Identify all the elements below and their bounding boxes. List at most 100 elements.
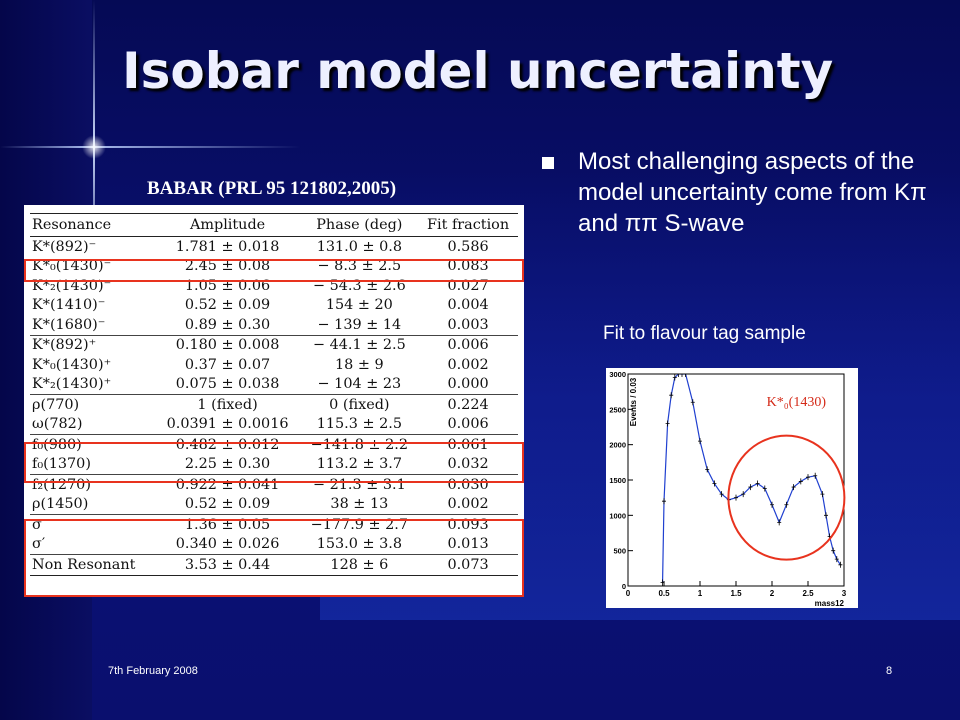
data-point — [662, 498, 666, 505]
y-tick-label: 2500 — [609, 405, 626, 414]
table-row: K*₂(1430)⁺ 0.075 ± 0.038 − 104 ± 23 0.000 — [30, 375, 518, 395]
data-point — [712, 480, 717, 487]
plot-annotation: K*₀(1430) — [767, 395, 827, 410]
table-cell: K*(1410)⁻ — [32, 297, 106, 314]
table-cell: −141.8 ± 2.2 — [300, 434, 419, 455]
data-point — [762, 485, 767, 492]
table-row: K*(1680)⁻ 0.89 ± 0.30 − 139 ± 14 0.003 — [30, 315, 518, 335]
column-header: Phase (deg) — [300, 213, 419, 237]
table-cell: 0.52 ± 0.09 — [184, 297, 271, 314]
table-cell: 0.180 ± 0.008 — [154, 334, 301, 355]
table-cell: 0.083 — [447, 258, 489, 275]
table-cell: Non Resonant — [30, 554, 155, 576]
table-cell: 115.3 ± 2.5 — [316, 416, 402, 433]
table-cell: f₀(1370) — [32, 456, 91, 473]
table-cell: 0.922 ± 0.041 — [154, 474, 301, 495]
footer-date: 7th February 2008 — [108, 665, 198, 677]
table-cell: 0.0391 ± 0.0016 — [166, 416, 289, 433]
data-point — [683, 374, 688, 377]
highlight-circle — [727, 434, 846, 561]
resonance-table-image: Resonance Amplitude Phase (deg) Fit frac… — [24, 205, 524, 597]
table-row: σ′ 0.340 ± 0.026 153.0 ± 3.8 0.013 — [30, 535, 518, 555]
table-row: ρ(1450) 0.52 ± 0.09 38 ± 13 0.002 — [30, 495, 518, 515]
data-point — [820, 491, 825, 498]
fit-curve — [661, 374, 841, 583]
mass-spectrum-plot: 0 0.5 1 1.5 2 2.5 3 0 500 1000 1500 2000 2500 3000 Eve… — [606, 368, 858, 608]
table-cell: K*₀(1430)⁻ — [32, 258, 112, 275]
table-cell: 113.2 ± 3.7 — [316, 456, 402, 473]
table-row: ρ(770) 1 (fixed) 0 (fixed) 0.224 — [30, 394, 518, 415]
data-point — [791, 484, 796, 491]
table-cell: 0.002 — [447, 356, 489, 373]
data-point — [784, 501, 789, 508]
data-point — [669, 392, 674, 399]
data-point — [777, 519, 782, 526]
plot-svg: 0 0.5 1 1.5 2 2.5 3 0 500 1000 1500 2000 2500 3000Eve… — [609, 370, 847, 608]
y-tick-label: 1000 — [609, 511, 626, 520]
page-number: 8 — [886, 665, 893, 677]
x-axis-label: mass12 — [815, 599, 845, 608]
table-cell: 0.013 — [447, 536, 489, 553]
data-point — [665, 420, 670, 427]
table-row: K*₀(1430)⁺ 0.37 ± 0.07 18 ± 9 0.002 — [30, 355, 518, 375]
table-cell: K*₀(1430)⁺ — [32, 356, 112, 373]
data-point — [719, 491, 724, 498]
table-cell: σ′ — [32, 536, 46, 553]
table-cell: 0.006 — [418, 334, 518, 355]
y-tick-label: 2000 — [609, 441, 626, 450]
table-cell: 0.52 ± 0.09 — [184, 496, 271, 513]
table-cell: − 8.3 ± 2.5 — [317, 258, 402, 275]
table-cell: 1 (fixed) — [154, 394, 301, 415]
y-axis-label: Events / 0.03 — [629, 377, 638, 426]
table-cell: 18 ± 9 — [335, 356, 384, 373]
table-cell: 128 ± 6 — [300, 554, 419, 576]
data-point — [798, 478, 803, 485]
bullet-item: Most challenging aspects of the model un… — [542, 146, 950, 239]
resonance-table: Resonance Amplitude Phase (deg) Fit frac… — [30, 213, 518, 576]
x-tick-label: 0 — [626, 589, 631, 598]
table-cell: 2.25 ± 0.30 — [184, 456, 271, 473]
table-cell: 0.002 — [447, 496, 489, 513]
x-tick-label: 0.5 — [658, 589, 670, 598]
slide-title: Isobar model uncertainty — [122, 42, 834, 100]
table-cell: 0.482 ± 0.012 — [154, 434, 301, 455]
table-cell: 0.032 — [447, 456, 489, 473]
data-point — [748, 484, 753, 491]
table-row: f₂(1270) 0.922 ± 0.041− 21.3 ± 3.1 0.030 — [30, 474, 518, 495]
table-row: K*(1410)⁻ 0.52 ± 0.09 154 ± 20 0.004 — [30, 296, 518, 316]
table-cell: 0 (fixed) — [300, 394, 419, 415]
x-tick-label: 1.5 — [730, 589, 742, 598]
table-cell: K*(1680)⁻ — [32, 316, 106, 333]
data-point — [755, 480, 760, 487]
data-point — [770, 501, 774, 508]
data-point — [672, 374, 677, 381]
data-point — [831, 547, 836, 554]
table-cell: K*₂(1430)⁺ — [32, 376, 112, 393]
highlight-box-f0 — [24, 442, 524, 483]
table-cell: f₂(1270) — [30, 474, 155, 495]
x-tick-label: 3 — [842, 589, 847, 598]
table-cell: 0.061 — [418, 434, 518, 455]
highlight-box-sigma-nonresonant — [24, 519, 524, 597]
table-cell: ρ(770) — [30, 394, 155, 415]
bullet-square-icon — [542, 157, 554, 169]
data-point — [734, 494, 738, 501]
table-cell: 0.37 ± 0.07 — [184, 356, 271, 373]
y-tick-label: 0 — [622, 582, 626, 591]
table-cell: 0.586 — [447, 238, 489, 255]
table-row: f₀(980) 0.482 ± 0.012 −141.8 ± 2.2 0.061 — [30, 434, 518, 455]
table-row: ω(782) 0.0391 ± 0.0016 115.3 ± 2.5 0.006 — [30, 415, 518, 435]
data-point — [838, 561, 843, 568]
table-row: f₀(1370) 2.25 ± 0.30 113.2 ± 3.7 0.032 — [30, 455, 518, 475]
table-cell: − 21.3 ± 3.1 — [300, 474, 419, 495]
table-cell: 131.0 ± 0.8 — [316, 238, 402, 255]
x-tick-label: 1 — [698, 589, 703, 598]
data-point — [690, 399, 695, 406]
table-cell: 153.0 ± 3.8 — [316, 536, 402, 553]
table-cell: 0.340 ± 0.026 — [175, 536, 280, 553]
table-cell: 0.075 ± 0.038 — [175, 376, 280, 393]
y-tick-label: 3000 — [609, 370, 626, 379]
y-tick-label: 500 — [613, 547, 626, 556]
column-header: Fit fraction — [418, 213, 518, 237]
table-cell: 38 ± 13 — [330, 496, 389, 513]
